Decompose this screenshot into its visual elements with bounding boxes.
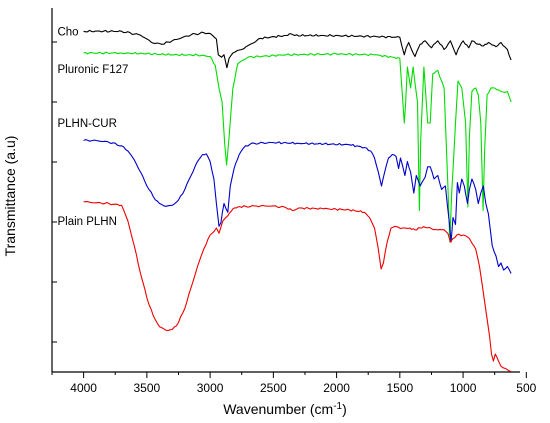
- y-axis-title: Transmittance (a.u): [2, 136, 18, 257]
- x-tick-label-2000: 2000: [323, 381, 350, 395]
- plot-frame: [51, 8, 520, 373]
- x-tick-label-3000: 3000: [197, 381, 224, 395]
- series-label-cho: Cho: [57, 26, 78, 38]
- x-tick-label-4000: 4000: [70, 381, 97, 395]
- series-plhn-cur: [83, 139, 512, 274]
- series-plain-plhn: [83, 201, 512, 373]
- x-axis-title: Wavenumber (cm-1): [223, 401, 347, 417]
- series-label-plain-plhn: Plain PLHN: [57, 216, 116, 228]
- x-tick-label-2500: 2500: [260, 381, 287, 395]
- x-tick-label-1500: 1500: [386, 381, 413, 395]
- series-layer: [83, 29, 512, 373]
- x-tick-label-500: 500: [516, 381, 536, 395]
- x-tick-label-1000: 1000: [450, 381, 477, 395]
- x-tick-label-3500: 3500: [134, 381, 161, 395]
- y-axis-ticks: [52, 41, 57, 343]
- series-label-plhn-cur: PLHN-CUR: [57, 118, 116, 130]
- series-label-pluronic-f127: Pluronic F127: [57, 64, 128, 76]
- series-cho: [83, 29, 512, 69]
- series-pluronic-f127: [83, 51, 512, 243]
- series-labels: Cho Pluronic F127 PLHN-CUR Plain PLHN: [57, 26, 128, 228]
- x-axis-ticks: 4000 3500 3000 2500 2000 1500 1000 500: [51, 372, 537, 395]
